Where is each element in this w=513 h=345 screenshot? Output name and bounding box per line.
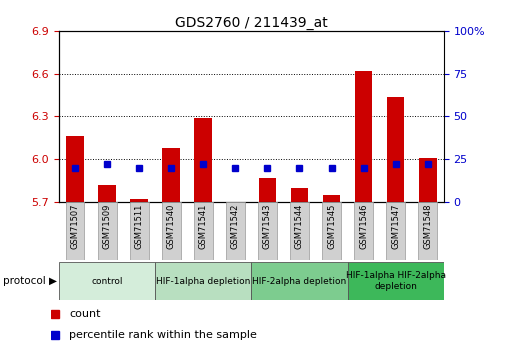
Bar <box>291 188 308 202</box>
Bar <box>418 202 437 260</box>
Text: GSM71545: GSM71545 <box>327 204 336 249</box>
Text: GSM71511: GSM71511 <box>134 204 144 249</box>
Bar <box>226 202 245 260</box>
Text: GSM71547: GSM71547 <box>391 204 400 249</box>
Bar <box>66 202 85 260</box>
Text: protocol ▶: protocol ▶ <box>3 276 56 286</box>
Text: count: count <box>69 309 101 319</box>
Text: percentile rank within the sample: percentile rank within the sample <box>69 330 257 339</box>
Bar <box>354 202 373 260</box>
Bar <box>323 195 340 202</box>
Bar <box>130 202 149 260</box>
Text: GSM71546: GSM71546 <box>359 204 368 249</box>
Bar <box>59 262 155 300</box>
Bar <box>194 118 212 202</box>
Bar <box>348 262 444 300</box>
Bar <box>259 178 276 202</box>
Bar <box>130 199 148 202</box>
Bar <box>419 158 437 202</box>
Bar <box>97 202 116 260</box>
Bar <box>386 202 405 260</box>
Text: HIF-1alpha HIF-2alpha
depletion: HIF-1alpha HIF-2alpha depletion <box>346 272 446 291</box>
Bar <box>387 97 404 202</box>
Text: GSM71543: GSM71543 <box>263 204 272 249</box>
Text: HIF-2alpha depletion: HIF-2alpha depletion <box>252 277 347 286</box>
Bar <box>322 202 341 260</box>
Bar <box>66 136 84 202</box>
Text: control: control <box>91 277 123 286</box>
Text: GSM71544: GSM71544 <box>295 204 304 249</box>
Text: GSM71540: GSM71540 <box>167 204 176 249</box>
Bar <box>155 262 251 300</box>
Bar <box>194 202 213 260</box>
Bar <box>163 148 180 202</box>
Text: HIF-1alpha depletion: HIF-1alpha depletion <box>156 277 250 286</box>
Bar <box>355 71 372 202</box>
Text: GSM71509: GSM71509 <box>103 204 112 249</box>
Text: GSM71507: GSM71507 <box>70 204 80 249</box>
Bar <box>290 202 309 260</box>
Bar <box>258 202 277 260</box>
Text: GSM71542: GSM71542 <box>231 204 240 249</box>
Bar <box>98 185 116 202</box>
Text: GSM71541: GSM71541 <box>199 204 208 249</box>
Bar <box>251 262 348 300</box>
Title: GDS2760 / 211439_at: GDS2760 / 211439_at <box>175 16 328 30</box>
Bar <box>162 202 181 260</box>
Text: GSM71548: GSM71548 <box>423 204 432 249</box>
